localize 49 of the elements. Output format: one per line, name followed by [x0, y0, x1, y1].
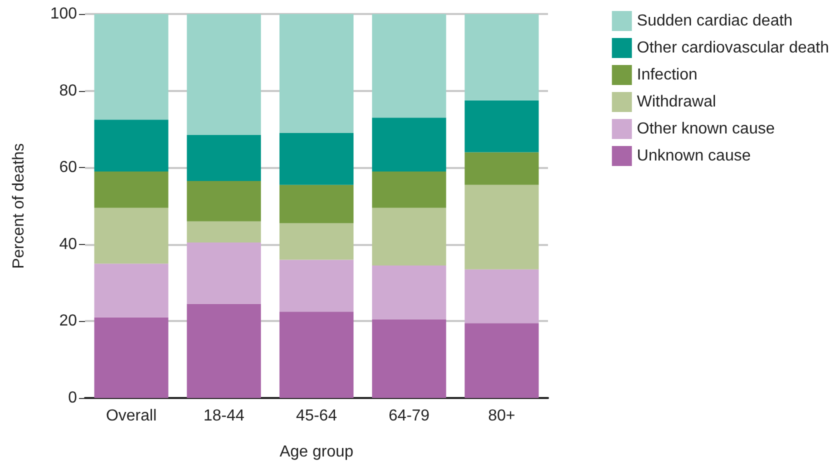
bar: [464, 184, 539, 270]
bar: [186, 181, 261, 222]
bar: [94, 14, 168, 120]
y-tick-label: 20: [59, 312, 78, 330]
x-tick-label: 45-64: [296, 408, 338, 424]
x-axis-title: Age group: [280, 444, 354, 460]
bar: [279, 260, 354, 312]
legend-label: Other cardiovascular death: [636, 40, 830, 56]
bar: [372, 208, 446, 266]
y-tick-label: 40: [59, 236, 78, 253]
y-tick-label: 100: [50, 6, 78, 22]
bar: [94, 208, 168, 264]
bar: [464, 152, 539, 185]
legend-label: Sudden cardiac death: [636, 12, 793, 30]
bar: [464, 14, 539, 100]
legend-label: Infection: [636, 66, 698, 84]
bar: [372, 319, 446, 398]
bar: [94, 120, 168, 172]
bar: [186, 134, 261, 182]
bar: [372, 171, 446, 208]
x-tick-label: Overall: [106, 408, 157, 424]
legend-label: Withdrawal: [636, 94, 716, 110]
y-tick-label: 80: [59, 82, 78, 100]
legend-label: Unknown cause: [636, 148, 751, 164]
bar: [279, 312, 354, 398]
x-tick-label: 18-44: [203, 408, 244, 424]
bar: [186, 14, 261, 135]
bar: [279, 14, 354, 134]
x-tick-label: 80+: [488, 408, 516, 424]
bar: [279, 184, 354, 224]
bar: [372, 14, 446, 118]
bar: [464, 269, 539, 324]
y-axis-title: Percent of deaths: [10, 143, 28, 269]
legend-label: Other known cause: [636, 120, 775, 138]
bar: [279, 133, 354, 185]
bar: [372, 266, 446, 320]
x-tick-label: 64-79: [388, 408, 430, 424]
bar: [94, 317, 168, 398]
y-tick-label: 0: [68, 390, 78, 406]
bar: [94, 171, 168, 208]
bar: [186, 221, 261, 242]
bar: [94, 264, 168, 318]
bar: [464, 323, 539, 398]
y-tick-label: 60: [59, 159, 78, 176]
bar: [279, 223, 354, 260]
bar: [186, 242, 261, 304]
bar: [372, 118, 446, 172]
bar: [464, 100, 539, 152]
bar: [186, 304, 261, 398]
